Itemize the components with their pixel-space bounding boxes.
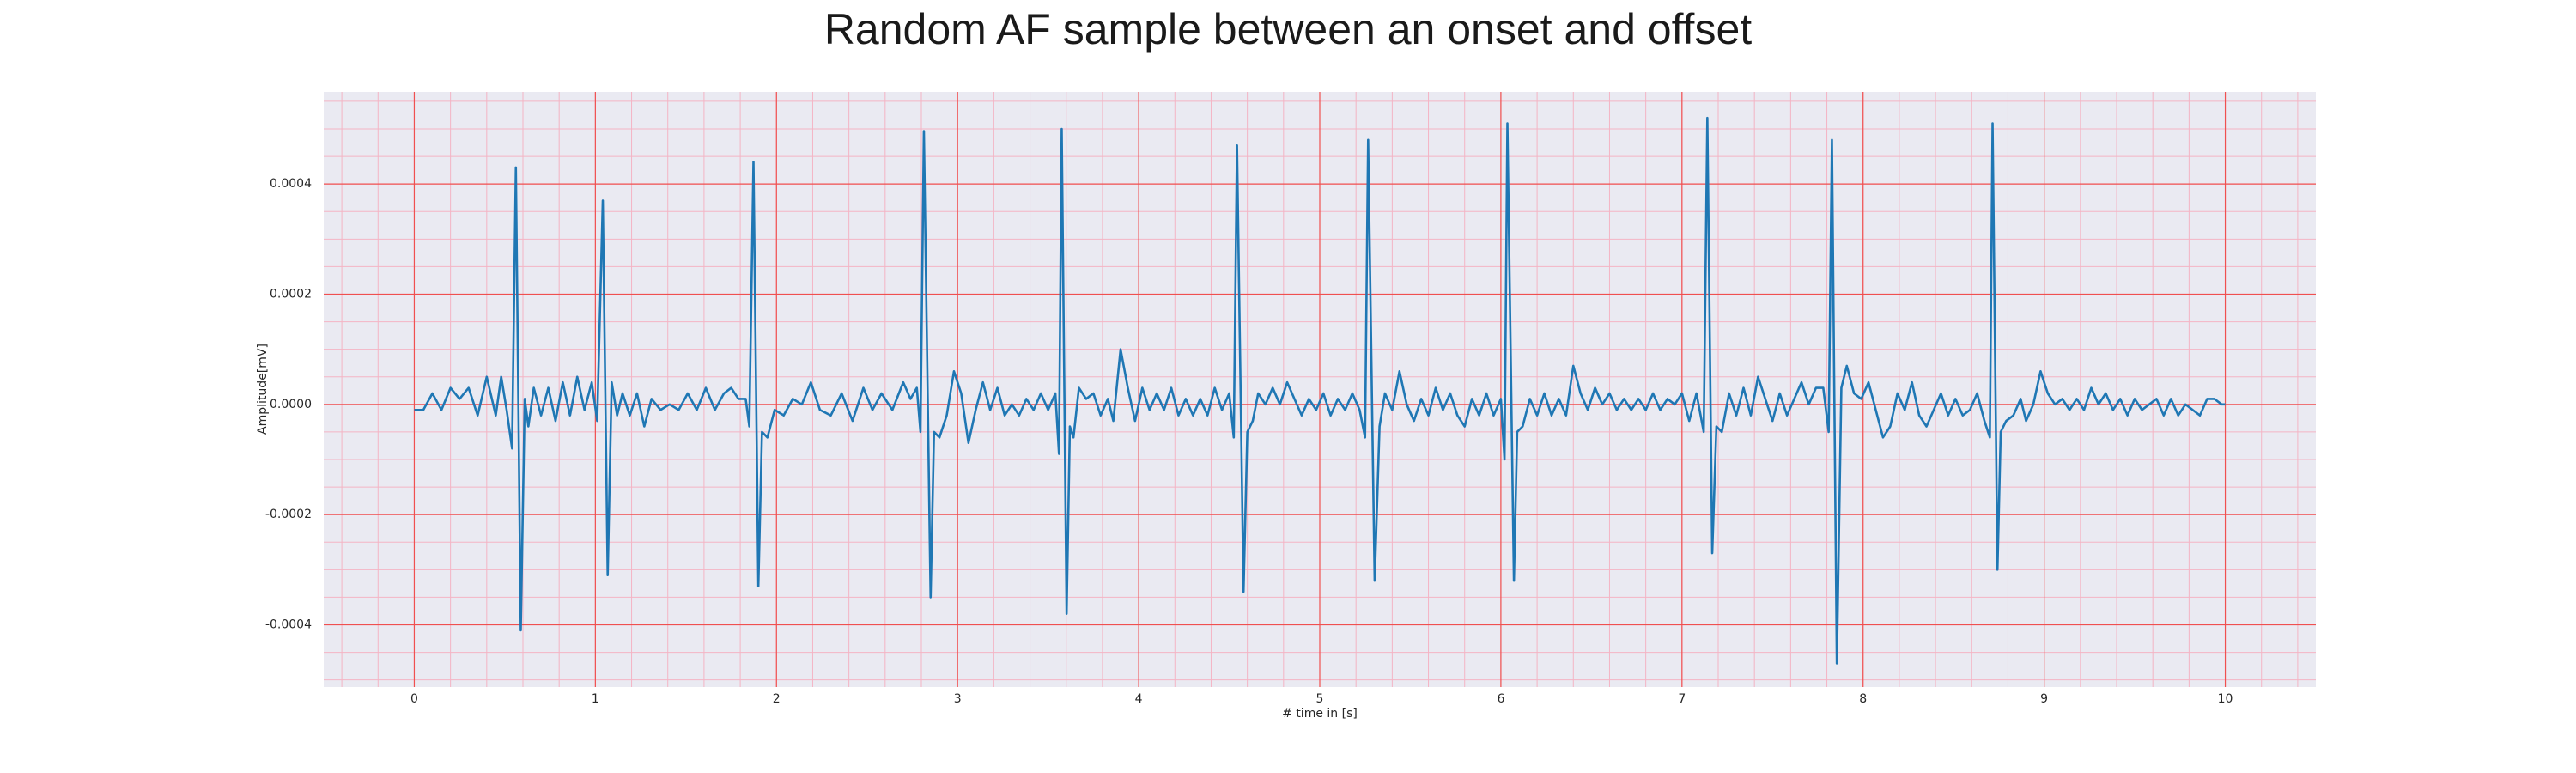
x-tick-label: 2 <box>773 692 781 706</box>
x-tick-label: 7 <box>1678 692 1686 706</box>
x-tick-label: 3 <box>954 692 962 706</box>
signal-line <box>414 116 2226 665</box>
y-tick-label: 0.0004 <box>270 177 312 191</box>
y-axis-label: Amplitude[mV] <box>256 344 270 435</box>
x-tick-label: 6 <box>1497 692 1504 706</box>
y-tick-label: -0.0002 <box>265 508 312 521</box>
labels: 0 1 2 3 4 5 6 7 8 9 10 -0.0004 -0.0002 0.0000 0.0002 0.… <box>265 177 2233 706</box>
x-tick-label: 8 <box>1859 692 1867 706</box>
x-tick-label: 4 <box>1135 692 1143 706</box>
x-tick-label: 9 <box>2040 692 2048 706</box>
x-tick-label: 0 <box>410 692 418 706</box>
x-axis-label: # time in [s] <box>1282 707 1358 721</box>
y-tick-label: 0.0000 <box>270 398 312 411</box>
y-tick-label: -0.0004 <box>265 618 312 631</box>
grid <box>324 92 2316 687</box>
y-tick-label: 0.0002 <box>270 287 312 301</box>
chart-title: Random AF sample between an onset and of… <box>824 5 1752 53</box>
x-tick-label: 10 <box>2218 692 2233 706</box>
x-tick-label: 1 <box>592 692 599 706</box>
x-tick-label: 5 <box>1316 692 1324 706</box>
marks <box>414 116 2226 665</box>
